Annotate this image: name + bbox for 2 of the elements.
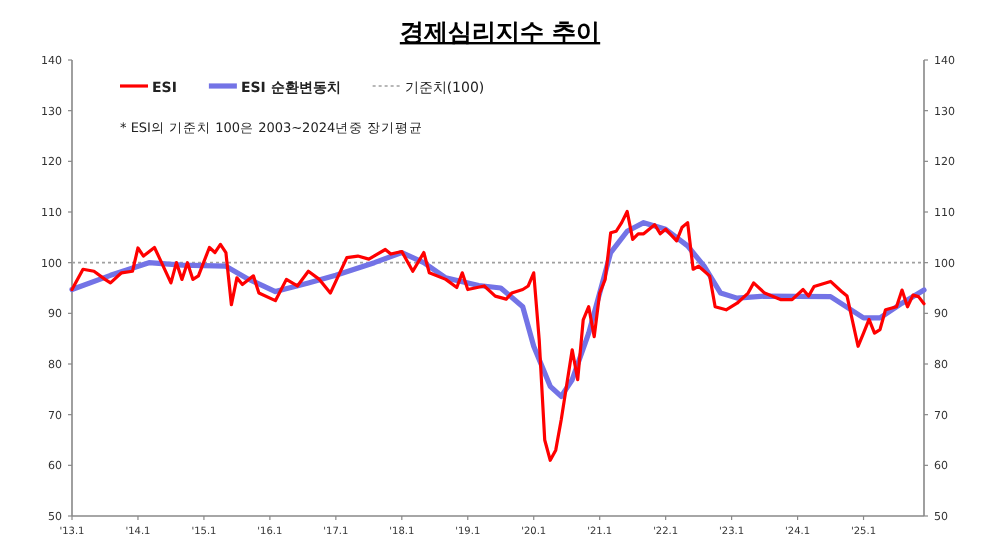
chart-title: 경제심리지수 추이 [399, 18, 601, 46]
line-series [70, 209, 926, 462]
